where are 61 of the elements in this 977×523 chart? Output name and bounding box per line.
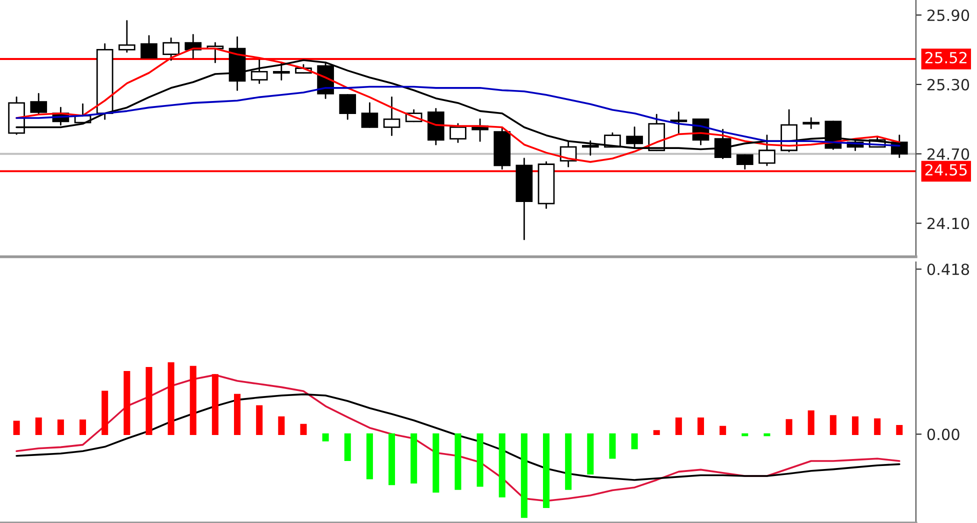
candlestick (272, 62, 290, 81)
bar (124, 370, 130, 435)
bar (190, 366, 196, 435)
candlestick (670, 112, 688, 134)
bar (609, 433, 616, 459)
bar (520, 433, 528, 518)
bar (476, 433, 484, 487)
bar (454, 433, 462, 490)
bar (35, 418, 42, 435)
bar (13, 420, 20, 435)
bar (830, 415, 836, 435)
bar (168, 362, 174, 435)
y-tick-label: 0.418 (927, 264, 970, 276)
bar (344, 433, 351, 462)
y-tick-label: 0.00 (927, 428, 960, 440)
bar (587, 433, 594, 474)
candlestick (339, 94, 356, 120)
bar (57, 420, 64, 435)
bar (102, 390, 108, 435)
bar (388, 433, 396, 486)
bar (322, 433, 329, 442)
bar (146, 367, 152, 435)
bar (80, 420, 86, 435)
y-tick-label: 25.30 (927, 78, 970, 90)
bar (410, 433, 418, 484)
bar (852, 416, 859, 435)
bar (212, 374, 218, 435)
bar (542, 433, 550, 508)
bar (675, 418, 682, 435)
candlestick (30, 93, 48, 114)
candlestick (802, 117, 820, 130)
candlestick (383, 96, 400, 136)
bar (697, 418, 704, 435)
y-tick-label: 24.10 (927, 218, 970, 230)
bar (565, 433, 572, 490)
ref-line-label: 25.52 (925, 52, 966, 64)
bar (653, 430, 660, 435)
bar (234, 394, 241, 435)
y-tick-label: 24.70 (927, 148, 970, 160)
bar (720, 426, 726, 435)
bar (432, 433, 440, 493)
bar (278, 416, 285, 435)
candlestick (361, 102, 378, 128)
bar (808, 410, 814, 435)
candlestick (736, 154, 754, 170)
ref-line-label: 24.55 (925, 164, 967, 176)
bar (786, 419, 792, 435)
line-series (16, 393, 900, 481)
bar (631, 433, 638, 450)
bar (896, 425, 903, 435)
candlestick (140, 35, 158, 59)
bar (874, 418, 881, 435)
line-series (16, 374, 900, 502)
candlestick (162, 37, 180, 61)
y-tick-label: 25.90 (927, 10, 970, 22)
bar (498, 433, 506, 498)
candlestick (118, 20, 136, 53)
bar (300, 424, 307, 435)
bar (366, 433, 373, 480)
candlestick (450, 123, 466, 143)
bar (256, 405, 263, 435)
